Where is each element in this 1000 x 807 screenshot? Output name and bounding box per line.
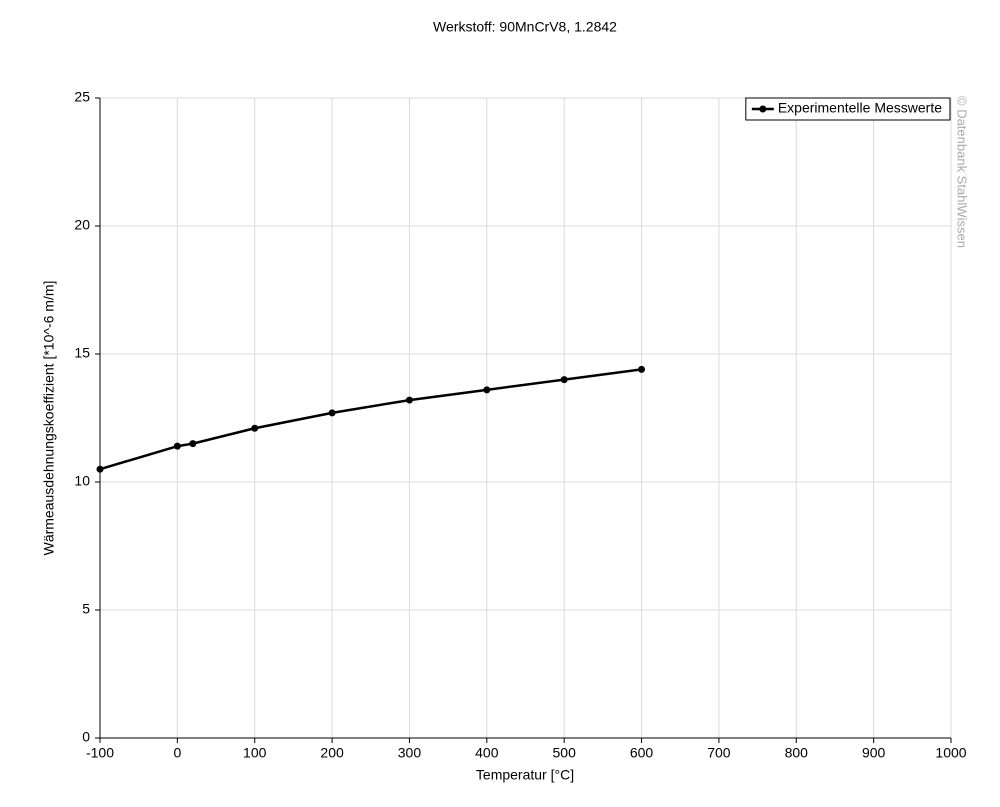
x-tick-label: 200 [320,745,344,761]
chart-title: Werkstoff: 90MnCrV8, 1.2842 [433,19,617,35]
x-axis-label: Temperatur [°C] [476,767,574,783]
y-tick-label: 5 [82,601,90,617]
x-tick-label: 0 [173,745,181,761]
x-tick-label: 300 [398,745,422,761]
y-tick-label: 20 [74,217,90,233]
x-tick-label: 100 [243,745,267,761]
x-tick-label: 1000 [935,745,966,761]
line [99,368,642,471]
y-tick-label: 0 [82,729,90,745]
x-tick-label: 600 [630,745,654,761]
y-axis-label: Wärmeausdehnungskoeffizient [*10^-6 m/m] [41,281,57,556]
watermark: © Datenbank StahlWissen [955,96,970,248]
point [189,440,197,448]
x-tick-label: 700 [707,745,731,761]
x-tick-label: -100 [86,745,114,761]
point [405,396,413,404]
legend-label: Experimentelle Messwerte [778,100,942,116]
y-tick-label: 15 [74,345,90,361]
point [96,465,104,473]
point [328,409,336,417]
x-tick-label: 400 [475,745,499,761]
point [483,386,491,394]
legend-marker [759,105,767,113]
x-tick-label: 800 [785,745,809,761]
point [173,442,181,450]
x-tick-label: 500 [553,745,577,761]
point [638,365,646,373]
y-tick-label: 25 [74,89,90,105]
point [251,424,259,432]
point [560,376,568,384]
legend-box [745,97,951,121]
y-tick-label: 10 [74,473,90,489]
x-tick-label: 900 [862,745,886,761]
